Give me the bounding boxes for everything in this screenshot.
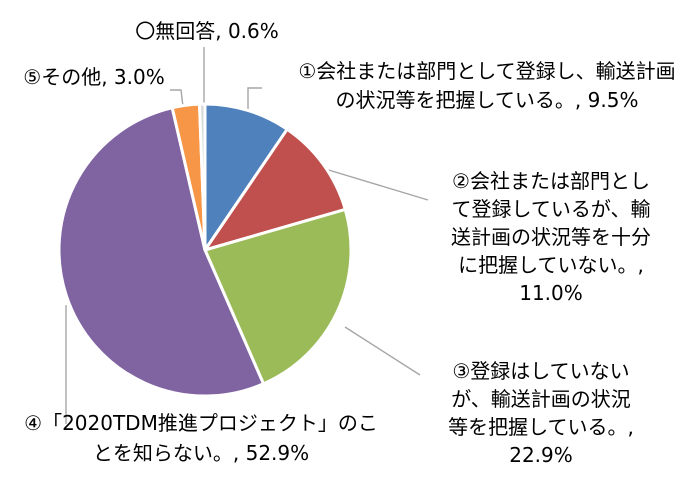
- slice-label-line: ⑤その他, 3.0%: [23, 65, 164, 89]
- leader-line-2: [321, 167, 429, 201]
- slice-label-line: ③登録はしていない: [452, 359, 629, 383]
- slice-label-1: ①会社または部門として登録し、輸送計画の状況等を把握している。, 9.5%: [298, 59, 675, 112]
- slice-label-line: 11.0%: [519, 281, 583, 305]
- slice-label-3: ③登録はしていないが、輸送計画の状況等を把握している。, 22.9%: [448, 359, 634, 467]
- pie-slice-1: [203, 102, 289, 252]
- slice-label-line: の状況等を把握している。, 9.5%: [336, 88, 639, 112]
- slice-label-line: に把握していない。,: [458, 253, 644, 277]
- leader-lines: [65, 47, 429, 424]
- slice-label-4: ④「2020TDM推進プロジェクト」のことを知らない。, 52.9%: [24, 411, 378, 465]
- slice-label-5: ⑤その他, 3.0%: [23, 65, 164, 89]
- pie-slices: [57, 102, 353, 398]
- slice-label-2: ②会社または部門として登録しているが、輸送計画の状況等を十分に把握していない。,…: [451, 169, 651, 305]
- slice-label-line: ②会社または部門とし: [452, 169, 650, 193]
- slice-label-line: て登録しているが、輸: [452, 197, 651, 221]
- slice-labels: ①会社または部門として登録し、輸送計画の状況等を把握している。, 9.5% ②会社…: [23, 19, 675, 467]
- pie-slice-4: [57, 106, 265, 398]
- slice-label-line: 等を把握している。,: [448, 415, 634, 439]
- leader-line-3: [344, 326, 421, 376]
- slice-label-line: 22.9%: [509, 443, 573, 467]
- slice-label-line: ①会社または部門として登録し、輸送計画: [298, 59, 675, 83]
- slice-label-line: ④「2020TDM推進プロジェクト」のこ: [24, 411, 378, 435]
- slice-label-line: が、輸送計画の状況: [451, 387, 631, 411]
- slice-label-line: 送計画の状況等を十分: [451, 225, 651, 249]
- slice-label-line: とを知らない。, 52.9%: [93, 441, 309, 465]
- pie-slice-3: [203, 207, 353, 386]
- slice-label-6: 〇無回答, 0.6%: [135, 19, 279, 43]
- pie-slice-6: [197, 102, 207, 252]
- slice-label-line: 〇無回答, 0.6%: [135, 19, 279, 43]
- leader-line-1: [247, 87, 262, 114]
- pie-slice-2: [203, 127, 347, 252]
